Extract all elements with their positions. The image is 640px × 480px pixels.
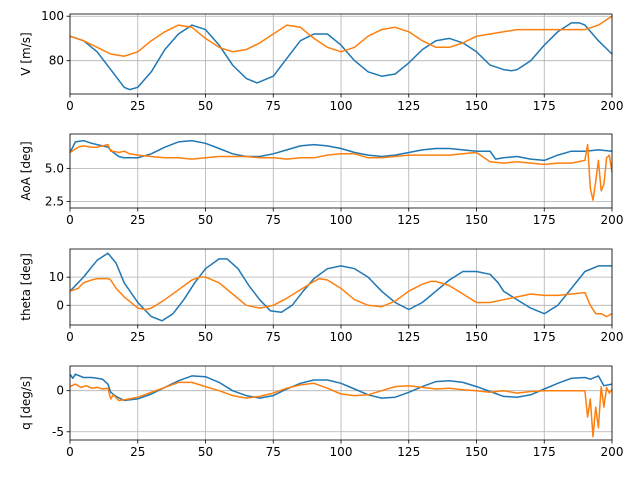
y-tick-label: 100 [41,9,64,23]
x-tick-label: 0 [66,213,74,227]
x-tick-label: 150 [465,445,488,459]
x-tick-label: 0 [66,445,74,459]
y-tick-label: 0 [56,298,64,312]
series-2-line [70,381,612,438]
x-tick-label: 100 [330,213,353,227]
y-tick-label: 5.0 [45,161,64,175]
x-tick-label: 125 [397,445,420,459]
x-tick-label: 50 [198,445,213,459]
x-tick-label: 200 [601,99,624,113]
y-axis-label: theta [deg] [19,253,33,321]
x-tick-label: 150 [465,99,488,113]
x-tick-label: 75 [266,330,281,344]
x-tick-label: 25 [130,330,145,344]
series-2-line [70,15,612,57]
x-tick-label: 75 [266,213,281,227]
x-tick-label: 50 [198,213,213,227]
x-tick-label: 200 [601,213,624,227]
subplot-4: 0 25 50 75 100 125 150 175 200-50q [deg/s] [19,365,624,459]
x-tick-label: 175 [533,213,556,227]
x-tick-label: 25 [130,99,145,113]
series-2-line [70,143,612,201]
y-tick-label: 2.5 [45,194,64,208]
x-tick-label: 125 [397,330,420,344]
x-tick-label: 200 [601,445,624,459]
x-tick-label: 150 [465,330,488,344]
subplot-3: 0 25 50 75 100 125 150 175 200 0 10 theta [deg] [19,248,624,344]
x-tick-label: 175 [533,445,556,459]
x-tick-label: 50 [198,330,213,344]
x-tick-label: 25 [130,445,145,459]
x-tick-label: 0 [66,330,74,344]
y-tick-label: 0 [56,384,64,398]
x-tick-label: 125 [397,213,420,227]
y-axis-label: AoA [deg] [19,141,33,200]
x-tick-label: 150 [465,213,488,227]
series-1-line [70,373,612,402]
x-tick-label: 175 [533,99,556,113]
x-tick-label: 75 [266,445,281,459]
subplot-2: 0 25 50 75 100 125 150 175 200 2.5 5.0 AoA [deg] [19,133,624,227]
x-tick-label: 50 [198,99,213,113]
x-tick-label: 100 [330,445,353,459]
series-1-line [70,139,612,162]
series-1-line [70,252,612,322]
x-tick-label: 0 [66,99,74,113]
y-axis-label: V [m/s] [19,32,33,75]
x-tick-label: 25 [130,213,145,227]
series-1-line [70,22,612,91]
subplot-1: 0 25 50 75 100 125 150 175 200 80 100 V [m/s] [19,9,623,113]
y-tick-label: 80 [49,54,64,68]
y-tick-label: 10 [49,270,64,284]
x-tick-label: 200 [601,330,624,344]
y-axis-label: q [deg/s] [19,376,33,430]
x-tick-label: 100 [330,330,353,344]
y-tick-label: -5 [52,425,64,439]
x-tick-label: 175 [533,330,556,344]
x-tick-label: 125 [397,99,420,113]
x-tick-label: 75 [266,99,281,113]
x-tick-label: 100 [330,99,353,113]
series-2-line [70,276,612,318]
